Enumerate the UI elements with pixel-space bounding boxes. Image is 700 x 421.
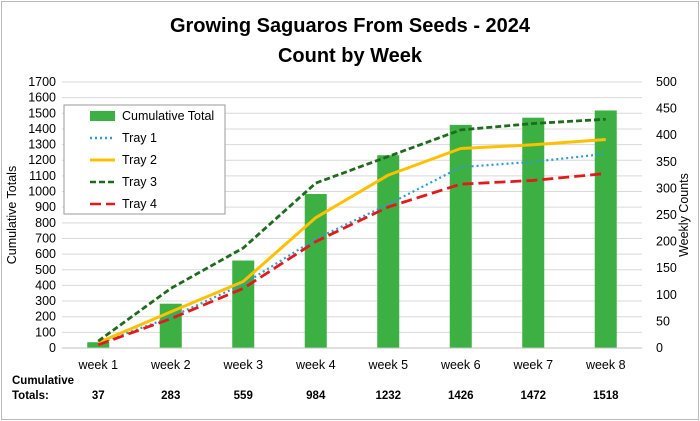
bar-week-5 [377,155,400,348]
total-week-7: 1472 [520,390,546,402]
y-tick-1600: 1600 [28,91,56,105]
x-tick-week-6: week 6 [440,358,481,372]
legend-label-cumulative-total: Cumulative Total [122,109,214,123]
y2-tick-500: 500 [656,75,677,89]
y-tick-1200: 1200 [28,153,56,167]
total-week-2: 283 [161,390,180,402]
y2-tick-400: 400 [656,128,677,142]
totals-label-line1: Cumulative [12,375,74,387]
y2-tick-200: 200 [656,235,677,249]
x-tick-week-5: week 5 [367,358,408,372]
y-tick-1000: 1000 [28,185,56,199]
y2-tick-350: 350 [656,155,677,169]
y2-tick-labels: 0 50 100 150 200 250 300 350 400 450 500 [656,75,677,355]
series-tray-1-line [97,152,606,345]
x-tick-labels: week 1 week 2 week 3 week 4 week 5 week 6 week… [77,358,625,372]
y-tick-800: 800 [35,216,56,230]
y2-tick-50: 50 [656,314,670,328]
x-tick-week-2: week 2 [150,358,191,372]
y-tick-200: 200 [35,310,56,324]
legend-swatch-cumulative-total [90,111,115,121]
totals-label-line2: Totals: [12,390,49,402]
y-tick-900: 900 [35,200,56,214]
chart-title: Growing Saguaros From Seeds - 2024 [170,15,531,37]
y-axis-title: Cumulative Totals [5,166,19,264]
bar-week-4 [304,194,327,348]
y-tick-600: 600 [35,247,56,261]
total-week-3: 559 [234,390,253,402]
y-tick-500: 500 [35,263,56,277]
x-tick-week-3: week 3 [222,358,263,372]
y-tick-100: 100 [35,325,56,339]
y-tick-1100: 1100 [29,169,56,183]
x-tick-week-8: week 8 [585,358,626,372]
legend-label-tray-4: Tray 4 [122,197,157,211]
total-week-5: 1232 [375,390,401,402]
total-week-6: 1426 [448,390,474,402]
y-tick-1500: 1500 [28,106,56,120]
y-tick-1300: 1300 [28,138,56,152]
legend-label-tray-1: Tray 1 [122,131,157,145]
bar-week-1 [87,342,110,348]
y2-tick-100: 100 [656,288,677,302]
bar-week-6 [449,124,472,348]
total-week-4: 984 [306,390,326,402]
y-tick-400: 400 [35,278,56,292]
chart-subtitle: Count by Week [278,45,423,67]
x-tick-week-7: week 7 [512,358,553,372]
y2-axis-title: Weekly Counts [677,173,691,257]
y2-tick-0: 0 [656,341,663,355]
x-tick-week-4: week 4 [295,358,336,372]
bars [87,110,617,348]
total-week-1: 37 [92,390,105,402]
totals-row: 37 283 559 984 1232 1426 1472 1518 [92,390,619,402]
legend-label-tray-3: Tray 3 [122,175,157,189]
legend: Cumulative Total Tray 1 Tray 2 Tray 3 Tray 4 [63,104,226,215]
series-tray-4-line [97,172,606,347]
y2-tick-450: 450 [656,102,677,116]
bar-week-8 [594,110,617,348]
series-tray-3-line [97,117,606,343]
bar-week-7 [522,117,545,348]
y-tick-1700: 1700 [28,75,56,89]
y2-tick-150: 150 [656,261,677,275]
y-tick-0: 0 [49,341,56,355]
x-tick-week-1: week 1 [77,358,118,372]
series-tray-2-line [97,137,606,345]
total-week-8: 1518 [593,390,619,402]
y-tick-300: 300 [35,294,56,308]
legend-label-tray-2: Tray 2 [122,153,157,167]
y2-tick-250: 250 [656,208,677,222]
series-lines [97,117,606,347]
y-tick-700: 700 [35,231,56,245]
y-tick-1400: 1400 [28,122,56,136]
y2-tick-300: 300 [656,181,677,195]
